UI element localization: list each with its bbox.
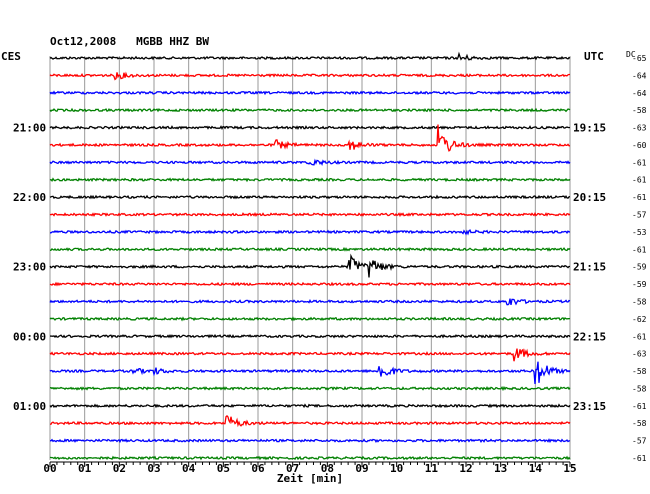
- dc-offset-label: -61: [632, 454, 647, 463]
- dc-offset-label: -61: [632, 402, 647, 411]
- left-hour-label: 23:00: [13, 261, 46, 274]
- dc-offset-label: -61: [632, 176, 647, 185]
- trace-line: [49, 246, 571, 252]
- left-hour-label: 00:00: [13, 330, 46, 343]
- trace-line: [50, 229, 571, 236]
- dc-offset-label: -63: [632, 350, 647, 359]
- x-tick-label: 14: [529, 462, 543, 475]
- trace-line: [49, 177, 571, 183]
- dc-offset-label: -60: [632, 141, 647, 150]
- dc-offset-label: -64: [632, 89, 647, 98]
- trace-line: [49, 348, 571, 362]
- x-tick-label: 07: [286, 462, 299, 475]
- x-tick-label: 02: [113, 462, 126, 475]
- trace-line: [49, 361, 571, 385]
- trace-line: [49, 158, 571, 166]
- x-tick-label: 00: [43, 462, 56, 475]
- x-tick-label: 03: [147, 462, 160, 475]
- trace-line: [49, 415, 571, 428]
- trace-line: [49, 107, 571, 113]
- x-tick-label: 01: [78, 462, 92, 475]
- right-hour-label: 22:15: [573, 330, 606, 343]
- trace-line: [49, 253, 570, 278]
- dc-offset-label: -53: [632, 228, 647, 237]
- dc-offset-label: -62: [632, 315, 647, 324]
- x-axis-label: Zeit [min]: [277, 472, 343, 485]
- x-tick-label: 05: [217, 462, 230, 475]
- dc-offset-label: -57: [632, 211, 647, 220]
- dc-offset-label: -59: [632, 263, 647, 272]
- dc-offset-label: -57: [632, 437, 647, 446]
- right-timezone-label: UTC: [584, 50, 604, 63]
- left-hour-labels: 21:00 22:00 23:00 00:00 01:00: [13, 122, 46, 413]
- dc-offset-label: -61: [632, 245, 647, 254]
- dc-offset-label: -58: [632, 106, 647, 115]
- trace-line: [49, 316, 571, 322]
- dc-offset-labels: -65 -64 -64 -58 -63 -60 -61 -61 -61 -57 -53 -61 -59 -…: [632, 54, 647, 463]
- left-hour-label: 01:00: [13, 400, 46, 413]
- dc-offset-label: -65: [632, 54, 647, 63]
- x-tick-label: 13: [494, 462, 507, 475]
- traces: [49, 51, 571, 461]
- dc-offset-label: -61: [632, 193, 647, 202]
- trace-line: [49, 455, 571, 461]
- trace-line: [49, 51, 571, 61]
- right-hour-labels: 19:15 20:15 21:15 22:15 23:15: [573, 122, 606, 413]
- right-hour-label: 20:15: [573, 191, 606, 204]
- trace-line: [49, 298, 571, 306]
- x-tick-label: 09: [355, 462, 368, 475]
- dc-offset-label: -58: [632, 419, 647, 428]
- right-hour-label: 21:15: [573, 261, 606, 274]
- trace-line: [49, 403, 571, 409]
- trace-line: [49, 125, 571, 131]
- right-hour-label: 19:15: [573, 122, 606, 135]
- chart-title: Oct12,2008 MGBB HHZ BW: [50, 35, 209, 48]
- dc-column-label: DC: [626, 50, 636, 59]
- trace-line: [49, 71, 570, 81]
- dc-offset-label: -61: [632, 158, 647, 167]
- trace-line: [49, 438, 571, 444]
- dc-offset-label: -58: [632, 367, 647, 376]
- trace-line: [49, 194, 571, 200]
- dc-offset-label: -61: [632, 332, 647, 341]
- dc-offset-label: -58: [632, 384, 647, 393]
- left-hour-label: 21:00: [13, 122, 46, 135]
- x-tick-label: 04: [182, 462, 196, 475]
- dc-offset-label: -59: [632, 280, 647, 289]
- x-tick-label: 11: [425, 462, 439, 475]
- x-tick-label: 15: [563, 462, 576, 475]
- dc-offset-label: -64: [632, 71, 647, 80]
- right-hour-label: 23:15: [573, 400, 606, 413]
- trace-line: [49, 124, 571, 152]
- x-tick-label: 08: [321, 462, 334, 475]
- dc-offset-label: -63: [632, 124, 647, 133]
- trace-line: [49, 281, 571, 287]
- trace-line: [49, 385, 571, 392]
- left-timezone-label: CES: [1, 50, 21, 63]
- trace-line: [49, 211, 571, 218]
- x-axis-ticks: 00 01 02 03 04 05 06 07 08 09 10 11 12 13 14 15: [43, 461, 577, 475]
- trace-line: [49, 333, 571, 339]
- trace-line: [49, 90, 571, 96]
- x-tick-label: 12: [459, 462, 472, 475]
- x-tick-label: 10: [390, 462, 403, 475]
- dc-offset-label: -58: [632, 297, 647, 306]
- left-hour-label: 22:00: [13, 191, 46, 204]
- x-tick-label: 06: [251, 462, 265, 475]
- vertical-grid: [49, 56, 571, 460]
